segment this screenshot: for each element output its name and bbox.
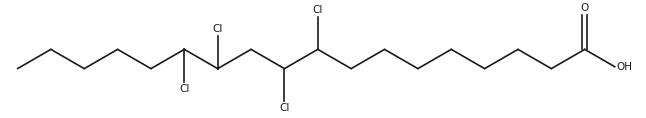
Text: Cl: Cl [179, 84, 189, 94]
Text: Cl: Cl [213, 24, 223, 34]
Text: O: O [581, 3, 589, 13]
Text: Cl: Cl [279, 103, 289, 113]
Text: OH: OH [616, 62, 632, 72]
Text: Cl: Cl [313, 5, 323, 15]
